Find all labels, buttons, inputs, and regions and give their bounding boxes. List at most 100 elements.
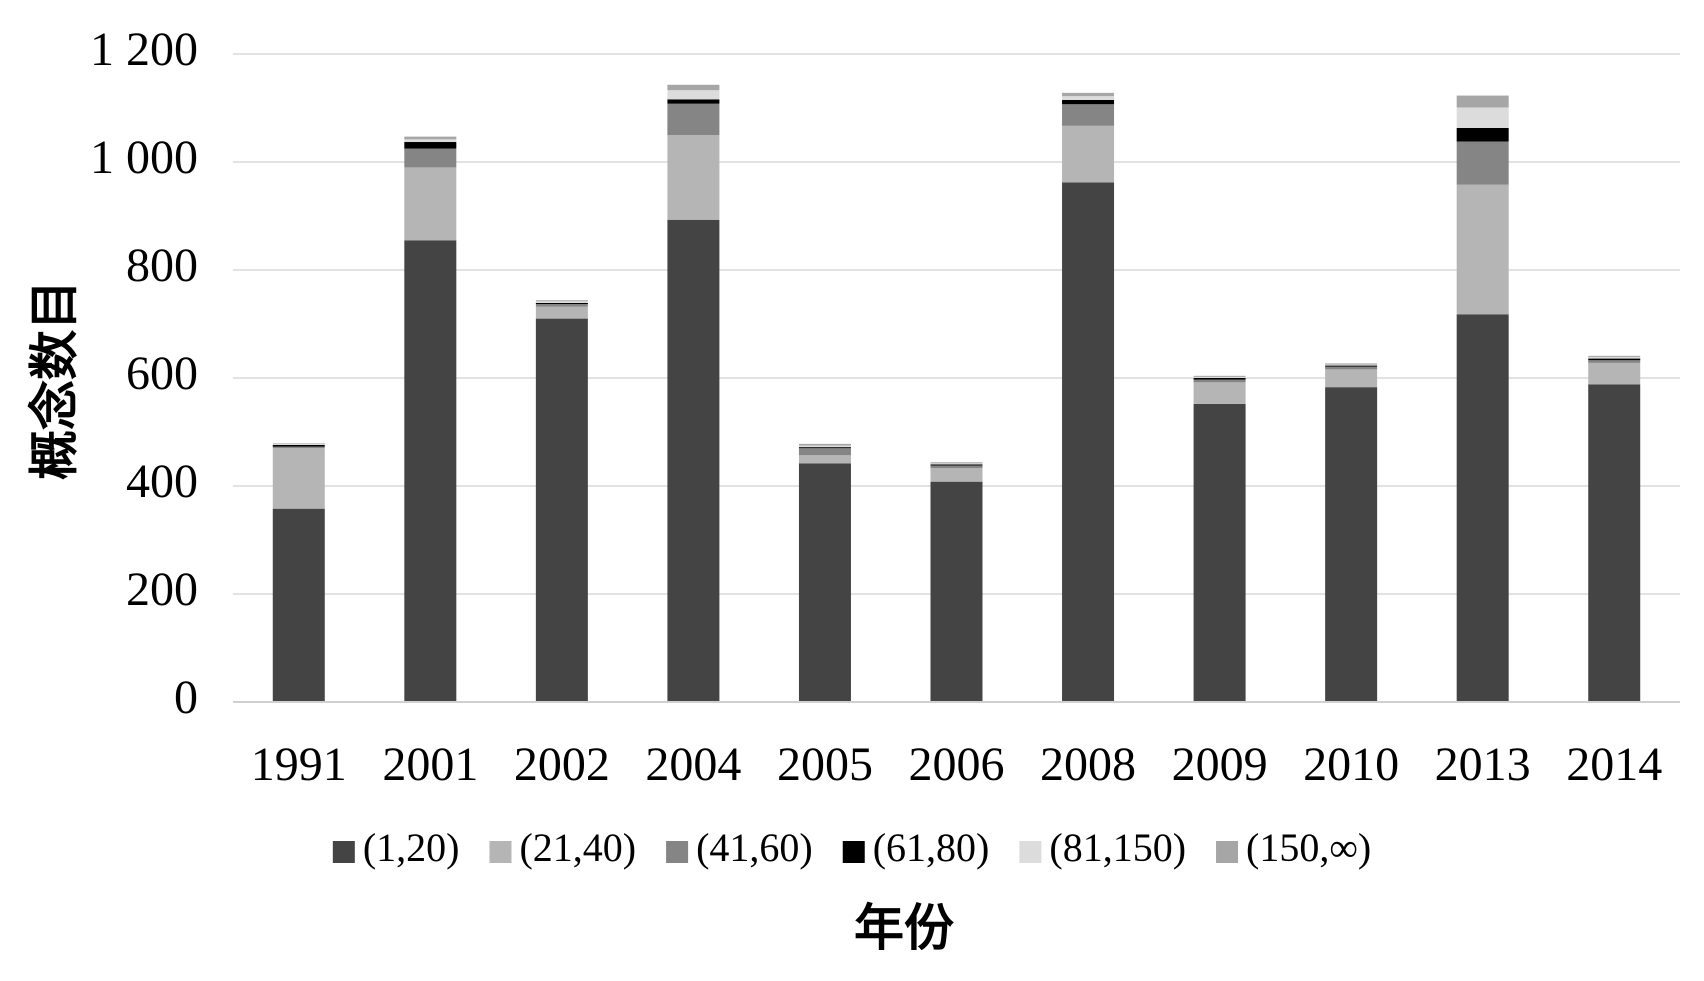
- bar-segment: [1325, 387, 1378, 702]
- bars: [272, 84, 1641, 703]
- bar-segment: [930, 481, 983, 702]
- legend-label: (61,80): [873, 825, 990, 870]
- bar-segment: [667, 90, 720, 100]
- bar-segment: [798, 455, 851, 464]
- bar-segment: [1062, 182, 1115, 702]
- x-tick-label: 1991: [251, 738, 347, 791]
- bar-segment: [1456, 314, 1509, 702]
- bar-segment: [404, 167, 457, 241]
- bar-segment: [1193, 375, 1246, 377]
- y-tick-label: 1 200: [90, 23, 198, 76]
- bar-segment: [1456, 95, 1509, 108]
- bar-segment: [404, 148, 457, 168]
- bar-segment: [272, 448, 325, 509]
- bar-segment: [535, 306, 588, 319]
- bar-segment: [798, 463, 851, 702]
- bar-segment: [404, 142, 457, 149]
- bar-segment: [272, 443, 325, 445]
- bar-segment: [1062, 92, 1115, 97]
- y-tick-label: 200: [126, 563, 198, 616]
- gridlines: [233, 53, 1680, 595]
- bar-segment: [535, 301, 588, 303]
- bar-segment: [1456, 127, 1509, 142]
- bar-segment: [930, 468, 983, 482]
- bar-segment: [535, 300, 588, 302]
- bar-segment: [1193, 382, 1246, 404]
- bar-segment: [798, 445, 851, 448]
- bar-segment: [1193, 376, 1246, 378]
- legend-label: (21,40): [519, 825, 636, 870]
- bar-segment: [798, 443, 851, 446]
- y-tick-label: 0: [174, 671, 198, 724]
- legend: (1,20) (21,40) (41,60) (61,80) (81,150) (150,…: [332, 825, 1371, 870]
- bar-segment: [667, 219, 720, 702]
- bar-segment: [404, 240, 457, 703]
- bar-segment: [930, 465, 983, 469]
- bar-segment: [1588, 362, 1641, 385]
- bar-segment: [1193, 403, 1246, 702]
- bar-segment: [667, 84, 720, 91]
- x-axis-ticks: 1991 2001 2002 2004 2005 2006 2008 2009 2010 2013…: [251, 738, 1662, 791]
- y-axis-label: 概念数目: [26, 280, 84, 480]
- legend-label: (1,20): [363, 825, 460, 870]
- bar-segment: [667, 99, 720, 104]
- bar-segment: [1062, 104, 1115, 126]
- x-tick-label: 2014: [1566, 738, 1662, 791]
- bar-segment: [1325, 363, 1378, 365]
- bar-segment: [1588, 356, 1641, 359]
- bar-segment: [930, 464, 983, 466]
- bar-segment: [1456, 184, 1509, 315]
- bar-segment: [798, 448, 851, 456]
- bar-segment: [404, 136, 457, 140]
- x-tick-label: 2009: [1172, 738, 1268, 791]
- x-tick-label: 2004: [645, 738, 741, 791]
- legend-label: (81,150): [1049, 825, 1186, 870]
- bar-segment: [1456, 141, 1509, 185]
- bar-segment: [272, 446, 325, 449]
- legend-swatch: [666, 841, 689, 863]
- bar-segment: [1325, 369, 1378, 388]
- y-axis-ticks: 0 200 400 600 800 1 000 1 200: [90, 23, 198, 724]
- bar-segment: [535, 302, 588, 305]
- bar-segment: [1193, 378, 1246, 380]
- bar-segment: [272, 444, 325, 447]
- bar-segment: [1325, 364, 1378, 366]
- bar-segment: [535, 318, 588, 702]
- legend-swatch: [489, 841, 512, 863]
- bar-segment: [798, 447, 851, 449]
- bar-segment: [272, 443, 325, 444]
- bar-segment: [667, 103, 720, 135]
- legend-label: (41,60): [696, 825, 813, 870]
- bar-segment: [1062, 99, 1115, 105]
- legend-swatch: [1216, 841, 1239, 863]
- bar-segment: [1588, 360, 1641, 363]
- x-tick-label: 2002: [514, 738, 610, 791]
- bar-segment: [667, 135, 720, 220]
- y-tick-label: 1 000: [90, 131, 198, 184]
- y-tick-label: 400: [126, 455, 198, 508]
- bar-segment: [1193, 379, 1246, 383]
- legend-swatch: [332, 841, 355, 863]
- bar-segment: [1588, 355, 1641, 357]
- x-tick-label: 2001: [382, 738, 478, 791]
- x-tick-label: 2013: [1435, 738, 1531, 791]
- bar-segment: [1588, 358, 1641, 361]
- bar-segment: [272, 508, 325, 702]
- x-tick-label: 2006: [909, 738, 1005, 791]
- legend-label: (150,∞): [1246, 825, 1371, 870]
- bar-segment: [1062, 125, 1115, 183]
- bar-segment: [1062, 96, 1115, 100]
- x-tick-label: 2010: [1303, 738, 1399, 791]
- bar-segment: [930, 463, 983, 465]
- x-axis-label: 年份: [854, 899, 954, 957]
- bar-segment: [1456, 107, 1509, 128]
- bar-segment: [1588, 384, 1641, 702]
- bar-segment: [1325, 365, 1378, 367]
- x-tick-label: 2005: [777, 738, 873, 791]
- y-tick-label: 600: [126, 347, 198, 400]
- bar-segment: [1325, 366, 1378, 370]
- legend-swatch: [842, 841, 865, 863]
- bar-segment: [930, 462, 983, 464]
- y-tick-label: 800: [126, 239, 198, 292]
